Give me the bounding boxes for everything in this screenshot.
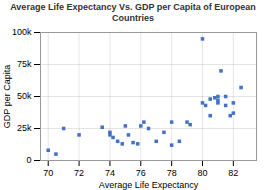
svg-text:74: 74 [105,168,115,178]
svg-text:75k: 75k [17,59,32,69]
svg-text:76: 76 [136,168,146,178]
svg-text:78: 78 [167,168,177,178]
svg-text:50k: 50k [17,91,32,101]
svg-text:GDP per Capita: GDP per Capita [2,65,12,128]
svg-text:72: 72 [74,168,84,178]
svg-text:82: 82 [228,168,238,178]
html-text:Average Life Expectancy Vs. GD: Average Life Expectancy Vs. GDP per Capi… [10,2,256,23]
svg-text:100k: 100k [12,27,32,37]
svg-text:80: 80 [197,168,207,178]
svg-text:Average Life Expectancy: Average Life Expectancy [99,180,199,190]
svg-text:0: 0 [26,155,31,165]
svg-text:70: 70 [43,168,53,178]
svg-text:25k: 25k [17,123,32,133]
